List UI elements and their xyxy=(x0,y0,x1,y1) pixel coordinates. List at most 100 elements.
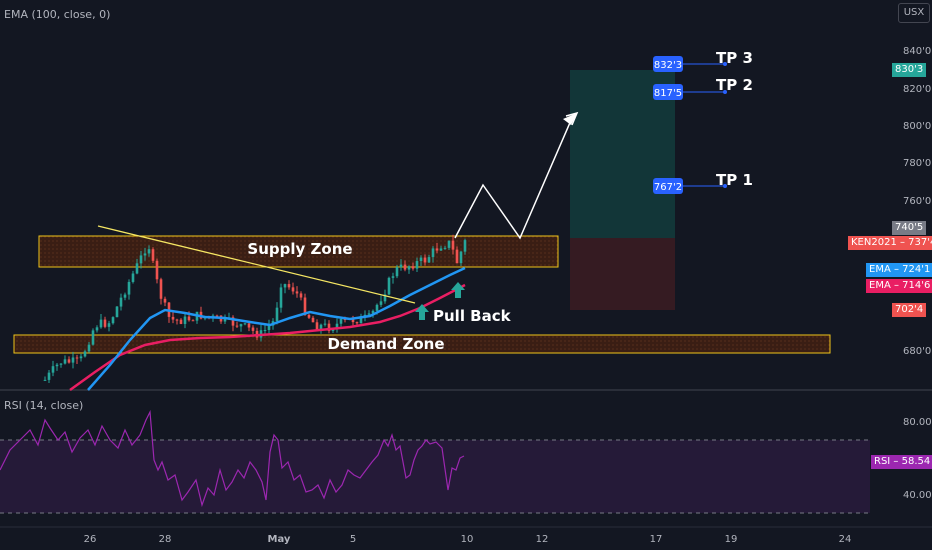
tp1-box[interactable] xyxy=(653,178,683,194)
candle-body xyxy=(303,297,307,315)
candle-body xyxy=(451,240,455,250)
ema-fast-line[interactable] xyxy=(87,266,466,391)
candle-body xyxy=(455,249,459,264)
date-tick: 5 xyxy=(350,534,356,545)
candle-body xyxy=(191,320,195,322)
candle-body xyxy=(247,323,251,328)
candle-body xyxy=(403,264,407,270)
supply-zone[interactable] xyxy=(38,235,559,268)
candle-body xyxy=(119,297,123,307)
candle-body xyxy=(363,314,367,317)
candle-body xyxy=(443,247,447,249)
price-tick-680: 680'0 xyxy=(903,346,931,357)
candles xyxy=(43,234,467,383)
candle-body xyxy=(299,293,303,298)
candle-body xyxy=(327,323,331,331)
rsi-line[interactable] xyxy=(0,409,465,508)
candle-body xyxy=(435,248,439,251)
candle-body xyxy=(335,323,339,330)
tp3-box-value: 832'3 xyxy=(654,60,682,71)
candle-body xyxy=(115,306,119,318)
candle-body xyxy=(355,322,359,324)
price-tick-760: 760'0 xyxy=(903,196,931,207)
tp1-box-value: 767'2 xyxy=(654,182,682,193)
candle-body xyxy=(215,315,219,317)
candle-body xyxy=(143,253,147,256)
price-tag-tp3: 830'3 xyxy=(892,63,927,77)
candle-body xyxy=(371,310,375,314)
candle-body xyxy=(407,266,411,270)
candle-body xyxy=(395,267,399,277)
candle-body xyxy=(351,318,355,323)
candle-body xyxy=(339,319,343,324)
tp3-box[interactable] xyxy=(653,56,683,72)
candle-body xyxy=(267,325,271,330)
currency-selector[interactable]: USX xyxy=(898,3,930,23)
candle-body xyxy=(427,257,431,263)
tp3-label: TP 3 xyxy=(716,49,753,67)
date-tick: May xyxy=(268,534,291,545)
ema-indicator-label[interactable]: EMA (100, close, 0) xyxy=(4,8,111,21)
price-tag-rsi: RSI – 58.54 xyxy=(871,455,932,469)
candle-body xyxy=(383,294,387,302)
date-tick: 24 xyxy=(839,534,852,545)
price-tick-820: 820'0 xyxy=(903,84,931,95)
candle-body xyxy=(243,323,247,325)
candle-body xyxy=(223,317,227,322)
candle-body xyxy=(291,287,295,292)
projection-path[interactable] xyxy=(454,117,573,240)
demand-zone-label: Demand Zone xyxy=(327,335,444,353)
candle-body xyxy=(147,249,151,254)
candle-body xyxy=(47,372,51,380)
tp2-dot xyxy=(723,90,727,94)
candle-body xyxy=(447,240,451,248)
date-tick: 17 xyxy=(650,534,663,545)
candle-body xyxy=(107,323,111,327)
candle-body xyxy=(307,314,311,318)
price-tick-840: 840'0 xyxy=(903,46,931,57)
candle-body xyxy=(151,249,155,261)
candle-body xyxy=(367,313,371,315)
candle-body xyxy=(67,359,71,363)
candle-body xyxy=(311,317,315,323)
candle-body xyxy=(411,266,415,269)
candle-body xyxy=(183,316,187,324)
candle-body xyxy=(323,323,327,325)
price-tag-stop: 702'4 xyxy=(892,303,927,317)
candle-body xyxy=(163,298,167,303)
candle-body xyxy=(159,279,163,299)
candle-body xyxy=(387,277,391,295)
date-tick: 12 xyxy=(536,534,549,545)
candle-body xyxy=(187,316,191,321)
ema-slow-line[interactable] xyxy=(69,283,466,392)
candle-body xyxy=(275,307,279,322)
candle-body xyxy=(43,379,47,381)
candle-body xyxy=(79,356,83,359)
candle-body xyxy=(431,248,435,258)
date-tick: 28 xyxy=(159,534,172,545)
pullback-arrow-icon xyxy=(451,282,465,298)
candle-body xyxy=(91,330,95,345)
demand-zone[interactable] xyxy=(13,334,831,354)
price-tag-symbol: KEN2021 – 737'4 xyxy=(848,236,932,250)
candle-body xyxy=(287,284,291,288)
tp2-box[interactable] xyxy=(653,84,683,100)
rsi-tick-40: 40.00 xyxy=(903,490,932,501)
candle-body xyxy=(439,248,443,251)
price-tag-ema-slow: EMA – 714'6 xyxy=(866,279,932,293)
candle-body xyxy=(111,317,115,324)
tp1-dot xyxy=(723,184,727,188)
candle-body xyxy=(131,273,135,282)
candle-body xyxy=(415,261,419,269)
candle-body xyxy=(283,284,287,288)
pull-back-label: Pull Back xyxy=(433,307,512,325)
candle-body xyxy=(87,344,91,352)
stop-area[interactable] xyxy=(570,238,675,310)
trendline[interactable] xyxy=(97,225,416,304)
tp3-dot xyxy=(723,62,727,66)
date-tick: 19 xyxy=(725,534,738,545)
pullback-arrow-icon xyxy=(415,304,429,320)
candle-body xyxy=(75,357,79,359)
rsi-indicator-label[interactable]: RSI (14, close) xyxy=(4,399,84,412)
